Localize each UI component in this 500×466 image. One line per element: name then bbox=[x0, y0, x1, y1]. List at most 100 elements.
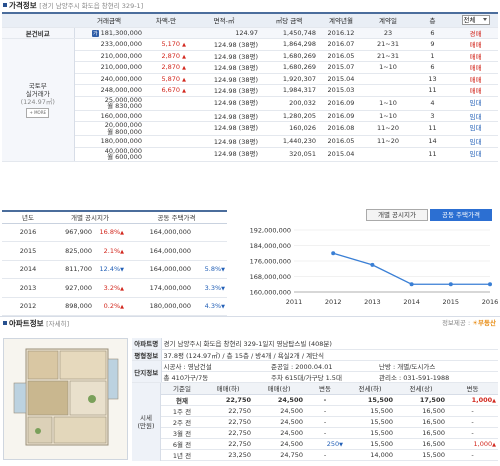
row-price: 160,000,000 bbox=[74, 110, 144, 122]
sale-low: 23,250 bbox=[203, 449, 253, 461]
market-row: 1주 전 22,750 24,500-15,500 16,500- bbox=[161, 405, 498, 417]
jeonse-high: 16,500 bbox=[395, 416, 447, 428]
apt-detail-link[interactable]: [자세히] bbox=[46, 320, 70, 328]
price-header-amount: 거래금액 bbox=[74, 12, 144, 28]
house-price: 180,000,000 bbox=[126, 297, 194, 316]
row-area: 124.98 (38평) bbox=[188, 121, 260, 136]
jeonse-change: - bbox=[447, 416, 498, 428]
house-rate-empty bbox=[193, 223, 228, 242]
land-rate: 2.1% bbox=[103, 246, 121, 255]
apt-size-row: 평형정보 37.8평 (124.97㎡) / 층 15층 / 방4개 / 욕실2… bbox=[132, 349, 498, 361]
arrow-up-icon: ▲ bbox=[182, 53, 186, 60]
data-point bbox=[448, 282, 453, 287]
row-per-m2: 1,984,317 bbox=[260, 84, 318, 97]
market-price-table-wrap: 기준일 매매(하) 매매(상) 변동 전세(하) 전세(상) 변동 현재 22,7… bbox=[161, 383, 498, 461]
transaction-row: 160,000,000 124.98 (38평) 1,280,205 2016.09 1… bbox=[2, 110, 498, 122]
compare-type: 경매 bbox=[453, 27, 498, 39]
sale-high: 24,500 bbox=[253, 416, 305, 428]
arrow-up-icon: ▲ bbox=[120, 285, 125, 292]
source-credit: 정보제공 : ☀부동산 bbox=[442, 318, 496, 329]
market-price-body: 현재 22,750 24,500-15,500 17,500 1,000▲ 1주 전 22,… bbox=[161, 394, 498, 461]
transaction-row: 248,000,000 6,670 ▲ 124.98 (38평) 1,984,317 2… bbox=[2, 84, 498, 97]
row-per-m2: 1,440,230 bbox=[260, 135, 318, 148]
row-ym: 2015.04 bbox=[318, 147, 364, 162]
price-header-day: 계약일 bbox=[364, 12, 412, 28]
row-ym: 2016.05 bbox=[318, 135, 364, 148]
data-point bbox=[370, 262, 375, 267]
apt-section-title: 아파트정보 bbox=[9, 319, 44, 328]
transaction-row: 국토부 실거래가 (124.97㎡) + MORE 233,000,000 5,170 ▲… bbox=[2, 38, 498, 162]
trade-type-select[interactable]: 전체 bbox=[461, 15, 490, 26]
year-table-header: 년도 개별 공시지가 공동 주택가격 bbox=[2, 210, 228, 224]
row-diff: 5,870 bbox=[161, 74, 181, 83]
real-price-label-2: 실거래가 bbox=[25, 89, 50, 98]
row-per-m2: 200,032 bbox=[260, 96, 318, 111]
arrow-down-icon: ▼ bbox=[221, 304, 226, 311]
jeonse-low: 15,500 bbox=[345, 427, 395, 439]
row-area: 124.98 (38평) bbox=[188, 135, 260, 148]
row-ym: 2015.04 bbox=[318, 73, 364, 85]
row-day bbox=[364, 84, 412, 97]
land-rate: 12.4% bbox=[99, 265, 121, 274]
x-tick-label: 2016 bbox=[482, 298, 498, 306]
year-header-house: 공동 주택가격 bbox=[126, 210, 228, 224]
row-ym: 2016.07 bbox=[318, 38, 364, 51]
apt-complex-label: 단지정보 bbox=[132, 360, 162, 384]
house-price: 174,000,000 bbox=[126, 278, 194, 298]
land-rate-cell: 3.2%▲ bbox=[94, 278, 127, 298]
row-diff: 5,170 bbox=[161, 40, 181, 49]
y-tick-label: 184,000,000 bbox=[250, 242, 291, 250]
row-ym: 2015.07 bbox=[318, 61, 364, 74]
compare-row: 본건비교 가 181,300,000 124.97 1,450,748 2016.… bbox=[2, 27, 498, 39]
apt-size-label: 평형정보 bbox=[132, 349, 162, 361]
year-row: 2013 927,000 3.2%▲ 174,000,000 3.3%▼ bbox=[2, 278, 228, 298]
row-area: 124.98 (38평) bbox=[188, 50, 260, 62]
year-header-year: 년도 bbox=[2, 210, 54, 224]
year-row: 2016 967,900 16.8%▲ 164,000,000 bbox=[2, 223, 228, 242]
row-diff-cell: 6,670 ▲ bbox=[144, 84, 188, 97]
series-line bbox=[333, 252, 490, 285]
house-rate-cell: 4.3%▼ bbox=[193, 297, 228, 316]
apt-info-table: 아파트명 경기 남양주시 화도읍 창현리 329-1일지 영남탑스빌 (408분… bbox=[132, 338, 498, 384]
row-price: 210,000,000 bbox=[74, 50, 144, 62]
jeonse-change-cell: 1,000▲ bbox=[447, 394, 498, 406]
row-day: 1~10 bbox=[364, 110, 412, 122]
year-cell: 2012 bbox=[2, 297, 54, 316]
year-table-wrap: 년도 개별 공시지가 공동 주택가격 2016 967,900 16.8%▲ 164,… bbox=[2, 210, 228, 316]
jeonse-high: 15,500 bbox=[395, 449, 447, 461]
row-type: 임대 bbox=[453, 110, 498, 122]
row-diff-empty bbox=[144, 135, 188, 148]
transaction-row: 25,000,000 월 830,000 124.98 (38평) 200,032 20… bbox=[2, 96, 498, 111]
jeonse-high: 16,500 bbox=[395, 427, 447, 439]
market-header-sale-high: 매매(상) bbox=[253, 383, 305, 395]
tab-land-price[interactable]: 개별 공시지가 bbox=[366, 209, 428, 221]
more-button[interactable]: + MORE bbox=[26, 107, 50, 118]
row-floor: 3 bbox=[412, 110, 453, 122]
sale-low: 22,750 bbox=[203, 394, 253, 406]
row-floor: 13 bbox=[412, 73, 453, 85]
apt-completion: 준공일 : 2000.04.01 bbox=[269, 360, 377, 373]
row-ym: 2016.09 bbox=[318, 96, 364, 111]
sale-high: 24,500 bbox=[253, 427, 305, 439]
jeonse-low: 15,500 bbox=[345, 394, 395, 406]
y-tick-label: 168,000,000 bbox=[250, 273, 291, 281]
y-tick-label: 160,000,000 bbox=[250, 289, 291, 297]
land-price: 811,700 bbox=[54, 260, 94, 279]
auction-badge-icon: 가 bbox=[92, 29, 99, 37]
land-rate: 16.8% bbox=[99, 228, 121, 237]
row-diff-cell: 2,870 ▲ bbox=[144, 50, 188, 62]
arrow-up-icon: ▲ bbox=[182, 88, 186, 95]
tab-house-price[interactable]: 공동 주택가격 bbox=[430, 209, 492, 221]
year-cell: 2015 bbox=[2, 241, 54, 261]
sale-low: 22,750 bbox=[203, 405, 253, 417]
arrow-up-icon: ▲ bbox=[182, 76, 186, 83]
market-price-block: 시세 (만원) 기준일 매매(하) 매매(상) 변동 전세(하) 전세(상) 변… bbox=[132, 383, 498, 461]
arrow-up-icon: ▲ bbox=[120, 304, 125, 311]
jeonse-low: 15,500 bbox=[345, 405, 395, 417]
apt-builder: 시공사 : 영남건설 bbox=[161, 360, 269, 373]
row-type: 매매 bbox=[453, 50, 498, 62]
arrow-up-icon: ▲ bbox=[492, 397, 496, 404]
jeonse-low: 15,500 bbox=[345, 416, 395, 428]
section-bullet-icon bbox=[3, 3, 7, 7]
row-ym: 2016.09 bbox=[318, 110, 364, 122]
